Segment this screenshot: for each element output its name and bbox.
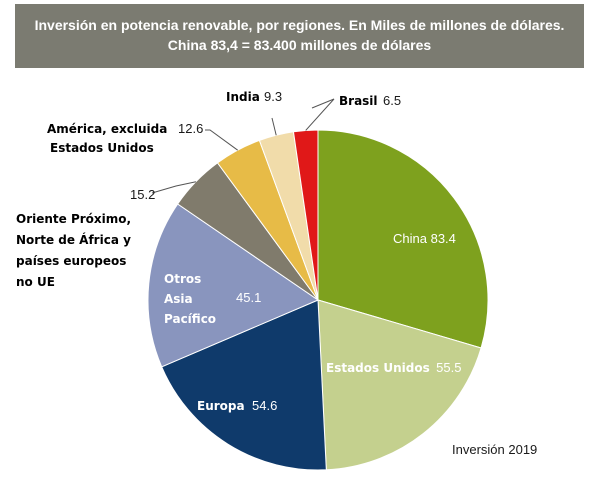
leader-lines — [151, 98, 335, 194]
svg-text:12.6: 12.6 — [178, 121, 203, 136]
leader-line-america — [205, 129, 238, 151]
svg-text:no UE: no UE — [16, 275, 55, 289]
slice-label-brasil: Brasil 6.5 — [339, 93, 401, 108]
svg-text:9.3: 9.3 — [264, 89, 282, 104]
slice-label-estados-unidos: Estados Unidos 55.5 — [326, 359, 461, 376]
svg-text:Pacífico: Pacífico — [164, 312, 216, 326]
svg-text:América, excluida: América, excluida — [47, 122, 167, 136]
svg-text:45.1: 45.1 — [236, 290, 261, 305]
svg-text:Estados Unidos: Estados Unidos — [50, 141, 154, 155]
svg-text:Otros: Otros — [164, 272, 201, 286]
footnote: Inversión 2019 — [452, 442, 537, 457]
pie-slice-brasil — [292, 129, 319, 301]
pie-slice-otros-asia-pacifico — [147, 203, 320, 368]
svg-text:países europeos: países europeos — [16, 254, 126, 268]
svg-text:6.5: 6.5 — [383, 93, 401, 108]
svg-text:Brasil: Brasil — [339, 94, 378, 108]
svg-text:Asia: Asia — [164, 292, 193, 306]
svg-text:India: India — [226, 90, 260, 104]
slice-label-oriente-proximo: 15.2 Oriente Próximo, Norte de África y … — [16, 187, 155, 289]
chart-subtitle: China 83,4 = 83.400 millones de dólares — [167, 37, 432, 53]
svg-text:15.2: 15.2 — [130, 187, 155, 202]
slice-label-europa: Europa 54.6 — [197, 397, 277, 414]
slice-label-india: India 9.3 — [226, 89, 282, 104]
chart-title: Inversión en potencia renovable, por reg… — [34, 17, 565, 33]
slice-label-america: América, excluida Estados Unidos 12.6 — [47, 121, 203, 155]
slice-label-otros-asia-pacifico: Otros Asia Pacífico 45.1 — [164, 272, 261, 326]
pie-slice-europa — [161, 299, 327, 471]
leader-line-oriente-proximo — [151, 181, 197, 194]
svg-text:Norte de África y: Norte de África y — [16, 232, 131, 247]
slice-label-china: China 83.4 — [393, 231, 456, 246]
svg-text:Oriente Próximo,: Oriente Próximo, — [16, 212, 131, 226]
leader-line-india — [271, 117, 277, 136]
pie-slices — [147, 129, 489, 471]
pie-slice-estados-unidos — [317, 299, 482, 471]
chart-title-banner: Inversión en potencia renovable, por reg… — [15, 4, 584, 68]
pie-slice-china — [317, 129, 489, 349]
leader-line-brasil — [305, 98, 335, 131]
